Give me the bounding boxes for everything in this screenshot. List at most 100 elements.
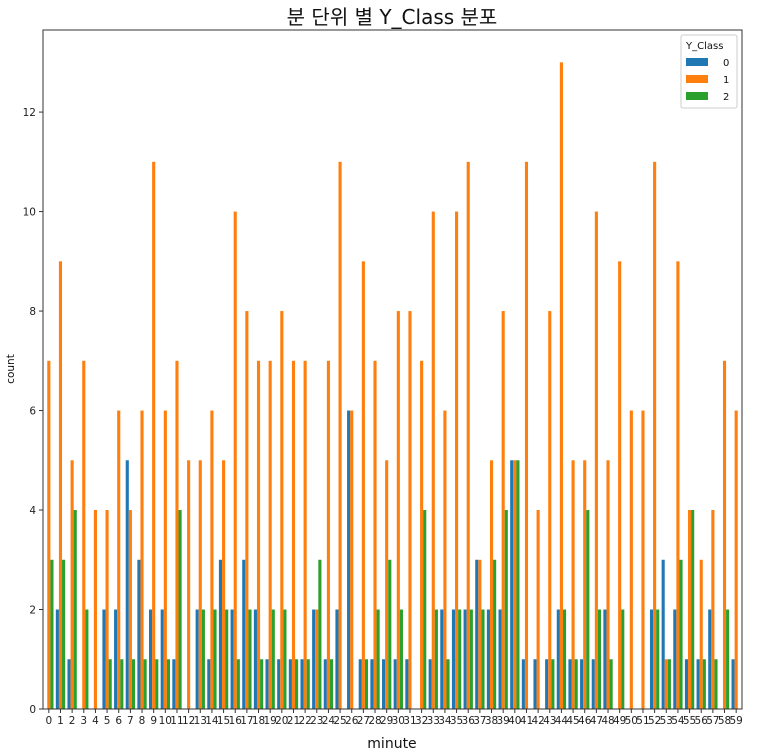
bar-series-2-minute-47 — [597, 609, 602, 709]
legend: Y_Class 0 1 2 — [680, 34, 738, 109]
bar-series-2-minute-58 — [726, 609, 730, 709]
x-tick-label: 59 — [729, 715, 742, 727]
bar-series-2-minute-36 — [469, 609, 473, 709]
chart-title: 분 단위 별 Y_Class 분포 — [287, 5, 498, 29]
bar-series-0-minute-5 — [102, 609, 106, 709]
bar-series-0-minute-24 — [323, 659, 327, 709]
y-axis-ticks: 0 2 4 6 8 10 12 — [23, 107, 43, 716]
x-tick-label: 22 — [298, 715, 311, 727]
bar-series-0-minute-36 — [463, 609, 467, 709]
bar-series-2-minute-29 — [388, 559, 392, 709]
bar-series-2-minute-44 — [562, 609, 567, 709]
bar-series-0-minute-16 — [230, 609, 234, 709]
x-tick-label: 0 — [45, 715, 52, 727]
bar-series-0-minute-43 — [545, 659, 549, 709]
bar-series-2-minute-39 — [504, 510, 508, 709]
bar-series-1-minute-15 — [222, 460, 226, 709]
bar-series-0-minute-27 — [358, 659, 362, 709]
bar-series-1-minute-37 — [478, 559, 482, 709]
bar-series-1-minute-7 — [128, 510, 132, 709]
bar-series-2-minute-8 — [143, 659, 147, 709]
x-tick-label: 31 — [403, 715, 416, 727]
x-tick-label: 28 — [368, 715, 381, 727]
bar-series-2-minute-57 — [714, 659, 718, 709]
x-tick-label: 8 — [139, 715, 146, 727]
x-tick-label: 50 — [625, 715, 638, 727]
bar-series-2-minute-48 — [609, 659, 613, 709]
x-tick-label: 24 — [322, 715, 336, 727]
bar-series-1-minute-53 — [664, 659, 668, 709]
bar-series-2-minute-33 — [434, 609, 438, 709]
bar-series-2-minute-11 — [178, 510, 182, 709]
bar-series-1-minute-55 — [688, 510, 692, 709]
x-tick-label: 57 — [706, 715, 719, 727]
bar-series-2-minute-56 — [702, 659, 706, 709]
bar-series-0-minute-46 — [580, 659, 584, 709]
bar-series-2-minute-55 — [691, 510, 695, 709]
bar-series-1-minute-28 — [373, 360, 377, 709]
bar-series-1-minute-36 — [466, 161, 470, 710]
bar-series-1-minute-5 — [105, 510, 109, 709]
bar-series-0-minute-21 — [288, 659, 292, 709]
bar-series-1-minute-25 — [338, 161, 342, 710]
y-tick-label: 8 — [29, 306, 36, 318]
bar-series-2-minute-21 — [295, 659, 299, 709]
bar-series-1-minute-17 — [245, 311, 249, 709]
x-tick-label: 20 — [275, 715, 288, 727]
bar-series-1-minute-51 — [641, 410, 645, 709]
bar-series-2-minute-14 — [213, 609, 217, 709]
x-tick-label: 45 — [566, 715, 579, 727]
bar-series-0-minute-14 — [207, 659, 211, 709]
bar-series-2-minute-53 — [667, 659, 671, 709]
x-tick-label: 21 — [287, 715, 300, 727]
bar-series-2-minute-27 — [364, 659, 369, 709]
x-tick-label: 46 — [578, 715, 592, 727]
bar-series-0-minute-59 — [731, 659, 735, 709]
x-tick-label: 54 — [671, 715, 685, 727]
bar-series-0-minute-42 — [533, 659, 537, 709]
y-axis-label: count — [5, 354, 17, 384]
legend-title: Y_Class — [685, 41, 723, 52]
bar-series-1-minute-16 — [233, 211, 237, 710]
x-tick-label: 29 — [380, 715, 393, 727]
bar-series-1-minute-9 — [152, 161, 156, 710]
bar-series-2-minute-28 — [376, 609, 380, 709]
legend-swatch-1 — [686, 75, 708, 83]
bar-series-1-minute-22 — [303, 360, 307, 709]
bar-series-0-minute-15 — [218, 559, 223, 709]
legend-label-0: 0 — [723, 58, 729, 69]
bar-series-2-minute-18 — [260, 659, 264, 709]
bar-series-2-minute-43 — [551, 659, 555, 709]
bar-series-0-minute-54 — [673, 609, 677, 709]
bar-series-1-minute-18 — [256, 360, 261, 709]
x-tick-label: 9 — [150, 715, 157, 727]
bar-series-1-minute-2 — [70, 460, 74, 709]
bar-series-2-minute-30 — [399, 609, 403, 709]
x-tick-label: 4 — [92, 715, 99, 727]
bar-series-1-minute-29 — [385, 460, 389, 709]
legend-label-1: 1 — [723, 75, 729, 86]
bar-series-2-minute-23 — [318, 559, 322, 709]
x-tick-label: 41 — [520, 715, 533, 727]
bar-series-2-minute-37 — [481, 609, 485, 709]
bar-series-2-minute-32 — [423, 510, 427, 709]
bar-series-1-minute-47 — [594, 211, 598, 710]
bar-series-0-minute-56 — [696, 659, 700, 709]
x-tick-label: 16 — [229, 715, 243, 727]
bar-series-0-minute-41 — [521, 659, 525, 709]
x-tick-label: 6 — [115, 715, 122, 727]
bar-series-1-minute-6 — [117, 410, 121, 709]
bar-series-0-minute-6 — [114, 609, 118, 709]
bar-series-2-minute-46 — [586, 510, 590, 709]
bar-series-0-minute-17 — [242, 559, 246, 709]
bar-series-0-minute-26 — [347, 410, 351, 709]
bar-series-1-minute-46 — [583, 460, 587, 709]
bar-series-2-minute-19 — [271, 609, 275, 709]
bar-series-1-minute-3 — [82, 360, 86, 709]
x-tick-label: 3 — [80, 715, 87, 727]
bar-series-1-minute-49 — [618, 261, 622, 709]
x-tick-label: 11 — [170, 715, 183, 727]
y-tick-label: 0 — [29, 704, 36, 716]
bar-series-1-minute-12 — [187, 460, 191, 709]
